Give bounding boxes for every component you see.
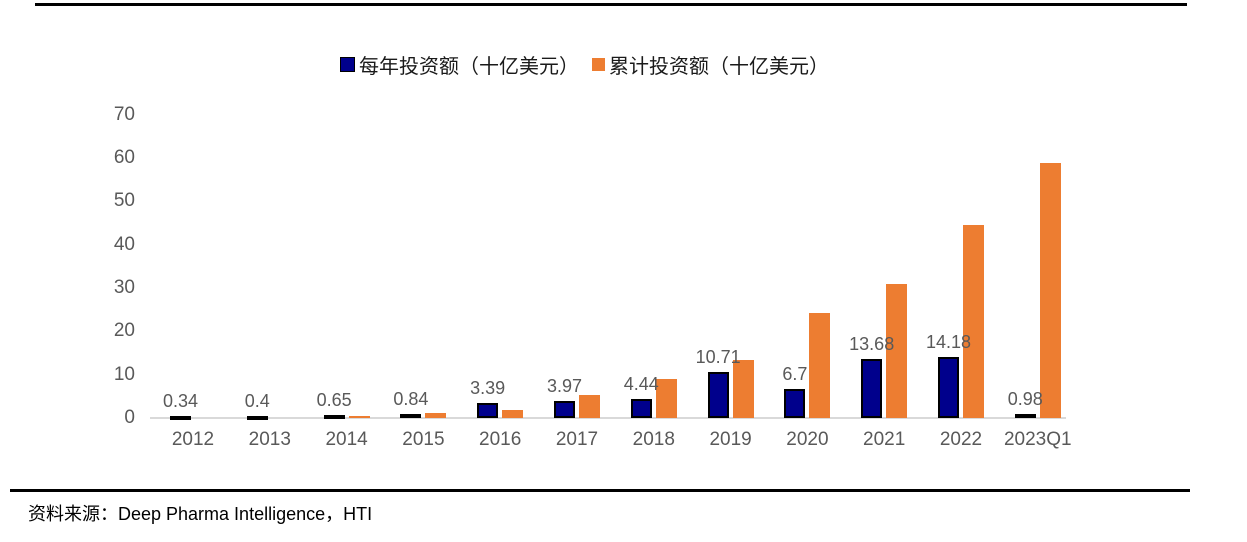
footer-divider <box>10 489 1190 492</box>
cumulative-bar-2019 <box>732 359 754 418</box>
annual-bar-2016 <box>477 403 499 418</box>
annual-series-swatch-icon <box>340 57 355 72</box>
cumulative-bar-2018 <box>655 378 677 418</box>
annual-bar-2020 <box>784 388 806 418</box>
x-axis-label-2018: 2018 <box>632 429 675 450</box>
legend-item-annual: 每年投资额（十亿美元） <box>340 50 579 79</box>
annual-value-label-2020: 6.7 <box>782 363 808 384</box>
cumulative-bar-2021 <box>886 284 908 418</box>
annual-value-label-2023Q1: 0.98 <box>1007 388 1043 409</box>
annual-bar-2021 <box>861 358 883 418</box>
x-axis-label-2021: 2021 <box>863 429 906 450</box>
annual-value-label-2014: 0.65 <box>316 390 352 411</box>
annual-value-label-2019: 10.71 <box>695 346 741 367</box>
x-axis-label-2014: 2014 <box>325 429 368 450</box>
annual-bar-2018 <box>630 398 652 418</box>
cumulative-bar-2015 <box>425 412 447 418</box>
annual-value-label-2018: 4.44 <box>623 373 659 394</box>
x-axis-line <box>150 417 1066 419</box>
source-note-text: Deep Pharma Intelligence，HTI <box>118 504 373 524</box>
y-axis-tick-label: 10 <box>113 363 135 385</box>
y-axis-tick-label: 70 <box>113 103 135 125</box>
y-axis-tick-label: 60 <box>113 146 135 168</box>
cumulative-series-swatch-icon <box>592 58 605 71</box>
y-axis-tick-label: 40 <box>113 233 135 255</box>
chart-legend: 每年投资额（十亿美元） 累计投资额（十亿美元） <box>340 50 829 79</box>
cumulative-bar-2023Q1 <box>1039 163 1061 418</box>
y-axis-tick-label: 30 <box>113 276 135 298</box>
annual-value-label-2017: 3.97 <box>546 375 583 396</box>
annual-value-label-2022: 14.18 <box>925 331 972 352</box>
annual-bar-2012 <box>170 416 191 420</box>
legend-label-cumulative: 累计投资额（十亿美元） <box>609 56 829 78</box>
y-axis-tick-label: 50 <box>113 190 135 212</box>
source-note-prefix: 资料来源： <box>28 504 118 525</box>
annual-bar-2015 <box>400 414 422 419</box>
cumulative-bar-2017 <box>579 394 600 418</box>
x-axis-label-2020: 2020 <box>786 429 829 450</box>
cumulative-bar-2014 <box>348 416 370 418</box>
y-axis-tick-label: 20 <box>113 320 135 342</box>
x-axis-label-2016: 2016 <box>479 429 522 450</box>
x-axis-label-2017: 2017 <box>555 429 599 450</box>
cumulative-bar-2016 <box>502 409 524 418</box>
source-note: 资料来源：Deep Pharma Intelligence，HTI <box>28 500 372 526</box>
annual-bar-2022 <box>938 356 959 418</box>
legend-label-annual: 每年投资额（十亿美元） <box>359 56 579 78</box>
x-axis-label-2013: 2013 <box>248 429 291 450</box>
annual-value-label-2015: 0.84 <box>393 389 429 410</box>
legend-item-cumulative: 累计投资额（十亿美元） <box>592 50 829 79</box>
annual-bar-2017 <box>554 400 575 418</box>
x-axis-label-2023Q1: 2023Q1 <box>1003 429 1072 450</box>
annual-bar-2014 <box>323 415 345 420</box>
x-axis-label-2015: 2015 <box>402 429 445 450</box>
x-axis-label-2022: 2022 <box>939 429 983 450</box>
annual-bar-2019 <box>707 371 729 418</box>
cumulative-bar-2022 <box>963 225 984 418</box>
y-axis-tick-label: 0 <box>124 407 135 428</box>
cumulative-bar-2020 <box>809 313 831 418</box>
top-divider <box>35 3 1187 6</box>
annual-value-label-2016: 3.39 <box>470 378 506 399</box>
annual-value-label-2012: 0.34 <box>162 391 199 411</box>
x-axis-label-2012: 2012 <box>171 429 215 450</box>
annual-value-label-2013: 0.4 <box>244 391 270 411</box>
annual-value-label-2021: 13.68 <box>849 333 895 354</box>
annual-bar-2013 <box>246 416 268 420</box>
x-axis-label-2019: 2019 <box>709 429 752 450</box>
annual-bar-2023Q1 <box>1014 413 1036 418</box>
